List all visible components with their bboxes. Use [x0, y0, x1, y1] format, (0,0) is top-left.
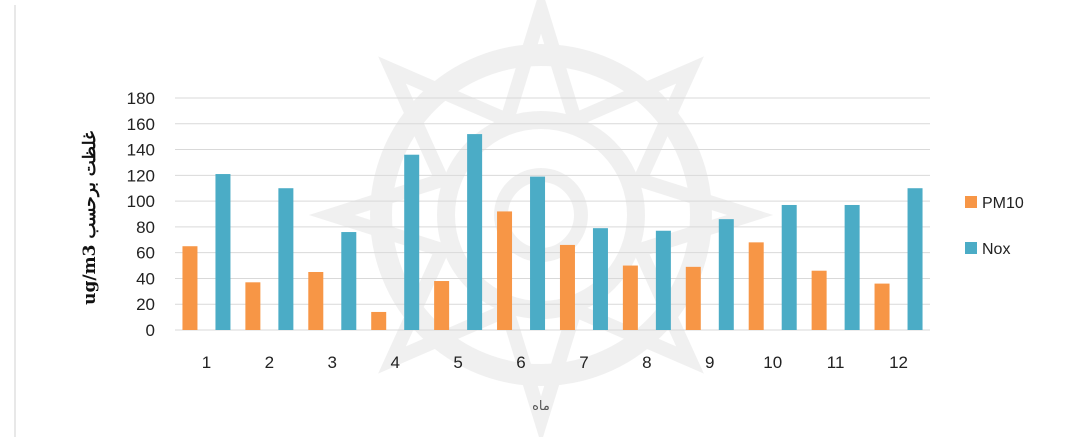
bar-pm10-1: [182, 246, 198, 330]
y-tick-label: 120: [127, 166, 155, 185]
y-tick-labels: 0 20 40 60 80 100 120 140 160 180: [127, 89, 155, 340]
x-tick-label: 9: [705, 353, 714, 372]
y-tick-label: 180: [127, 89, 155, 108]
bars: [182, 134, 923, 330]
y-tick-label: 100: [127, 192, 155, 211]
x-tick-label: 3: [328, 353, 337, 372]
bar-nox-2: [278, 188, 294, 330]
x-tick-label: 7: [579, 353, 588, 372]
bar-nox-1: [215, 174, 231, 330]
bar-pm10-6: [497, 211, 513, 330]
x-axis-title: ماه: [532, 399, 550, 414]
bar-pm10-4: [371, 311, 387, 330]
y-tick-label: 140: [127, 141, 155, 160]
legend-swatch-nox: [965, 242, 977, 254]
y-tick-label: 40: [136, 269, 155, 288]
gridlines: [175, 97, 930, 331]
legend-label-pm10: PM10: [982, 195, 1024, 212]
bar-pm10-2: [245, 282, 261, 330]
x-tick-labels: 1 2 3 4 5 6 7 8 9 10 11 12: [202, 353, 908, 372]
bar-nox-3: [341, 232, 357, 330]
x-tick-label: 5: [453, 353, 462, 372]
legend: PM10 Nox: [965, 195, 1024, 258]
y-tick-label: 0: [146, 321, 155, 340]
x-tick-label: 10: [763, 353, 782, 372]
bar-nox-4: [404, 154, 420, 330]
y-tick-label: 160: [127, 115, 155, 134]
y-tick-label: 80: [136, 218, 155, 237]
y-axis-title: ug/m3 غلظت برحسب: [80, 131, 100, 305]
legend-label-nox: Nox: [982, 241, 1010, 258]
legend-swatch-pm10: [965, 196, 977, 208]
x-tick-label: 1: [202, 353, 211, 372]
x-tick-label: 6: [516, 353, 525, 372]
bar-nox-6: [530, 176, 546, 330]
x-tick-label: 12: [889, 353, 908, 372]
bar-nox-8: [655, 230, 671, 330]
bar-nox-7: [592, 228, 608, 330]
bar-pm10-11: [811, 270, 827, 330]
bar-nox-10: [781, 204, 797, 330]
bar-nox-5: [467, 134, 483, 330]
bar-pm10-10: [748, 242, 764, 330]
bar-pm10-8: [622, 265, 638, 330]
bar-pm10-5: [434, 281, 450, 330]
bar-pm10-3: [308, 272, 324, 330]
x-tick-label: 8: [642, 353, 651, 372]
bar-nox-11: [844, 204, 860, 330]
bar-pm10-7: [559, 244, 575, 330]
bar-pm10-12: [874, 283, 890, 330]
x-tick-label: 11: [827, 353, 845, 372]
y-tick-label: 20: [136, 295, 155, 314]
bar-nox-9: [718, 219, 734, 330]
y-tick-label: 60: [136, 244, 155, 263]
x-tick-label: 2: [265, 353, 274, 372]
bar-nox-12: [907, 188, 923, 330]
x-tick-label: 4: [390, 353, 399, 372]
bar-pm10-9: [685, 266, 701, 330]
